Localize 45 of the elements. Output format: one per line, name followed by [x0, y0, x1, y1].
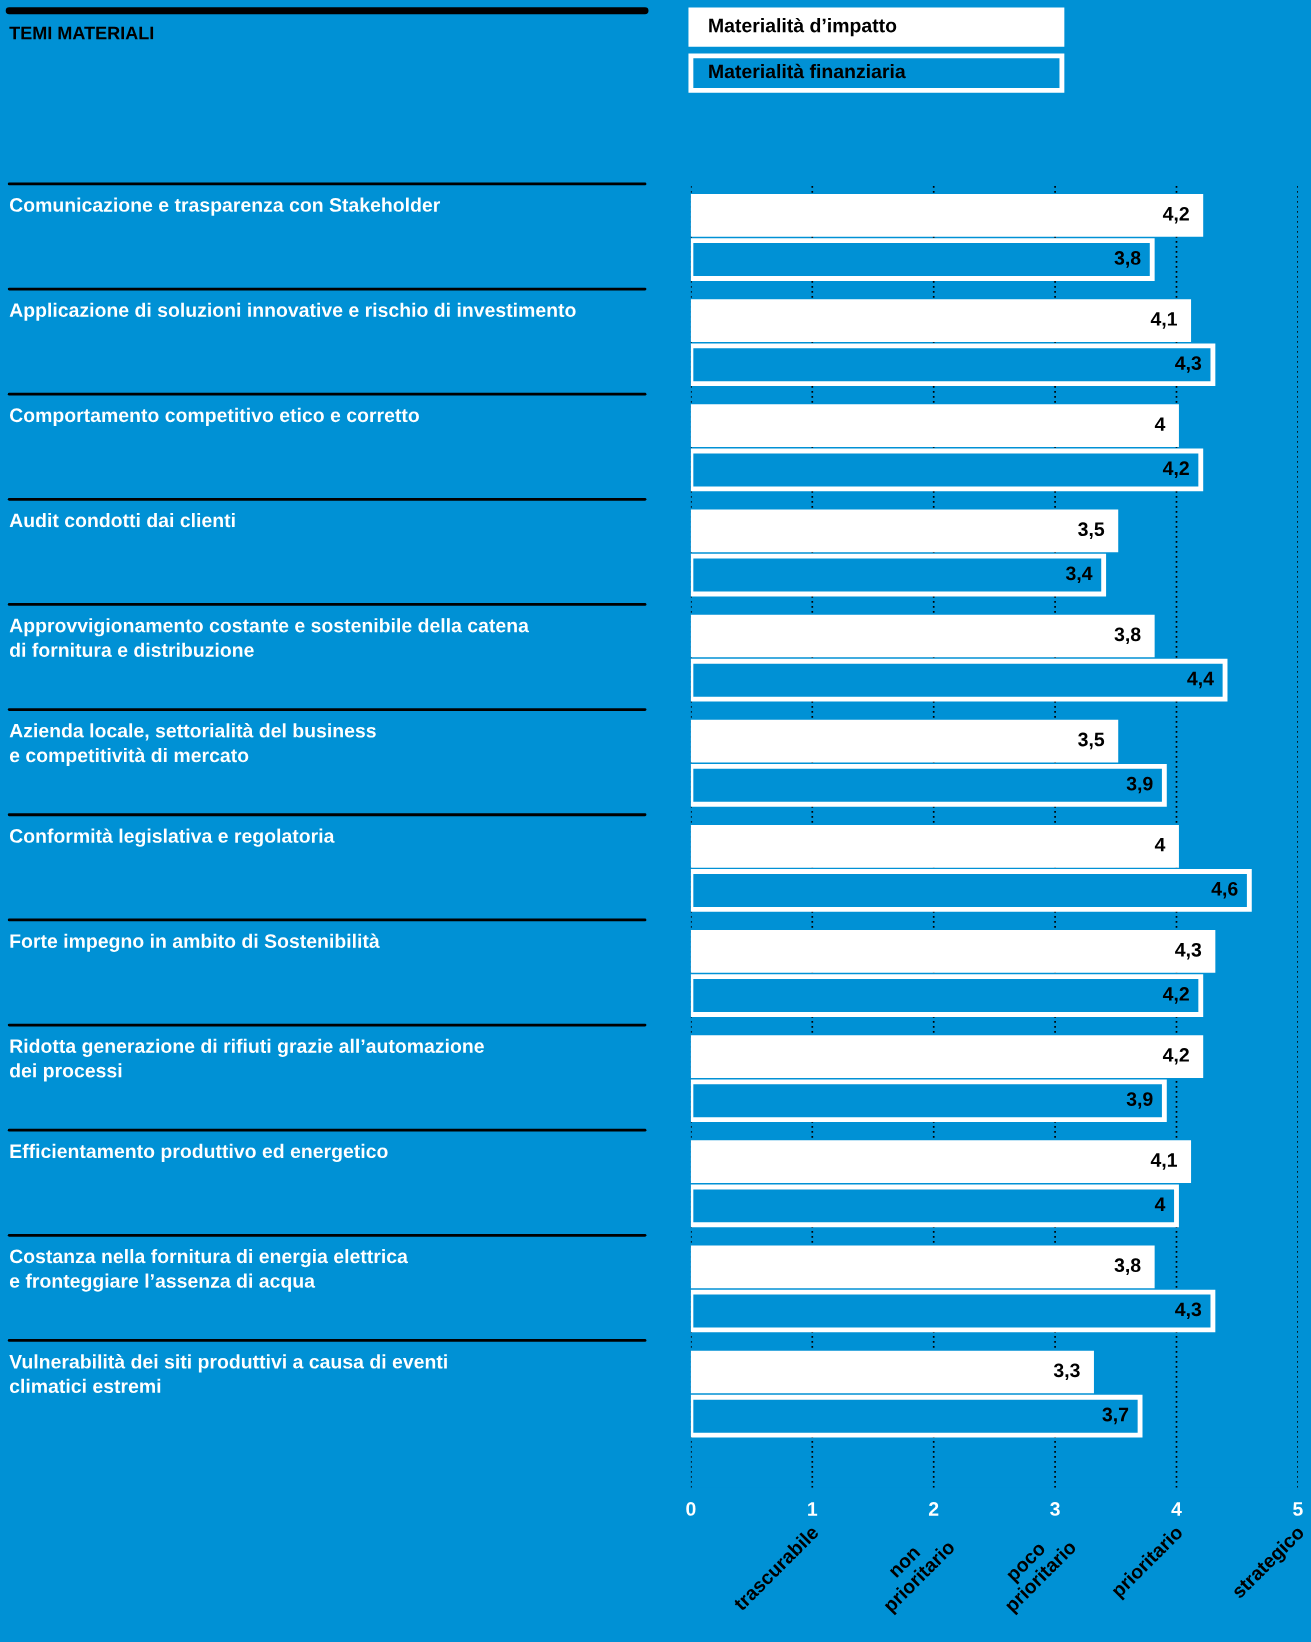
data-label: 4 [1154, 1197, 1166, 1211]
data-label: 4,2 [1162, 987, 1189, 1004]
data-label: 3,8 [1114, 627, 1141, 645]
data-label: 4,2 [1162, 461, 1189, 478]
data-label: 4,2 [1162, 206, 1189, 224]
data-label: 3,3 [1053, 1363, 1080, 1381]
data-label: 4,4 [1187, 671, 1214, 689]
data-label: 4 [1154, 417, 1166, 431]
y-tick-label: Costanza nella fornitura di energia elettrica e fronteggiare l’assenza di acqua [9, 1248, 409, 1292]
data-label: 3,5 [1078, 522, 1105, 539]
data-label: 3,9 [1126, 776, 1153, 794]
y-tick-label: Ridotta generazione di rifiuti grazie all’automazione dei processi [9, 1038, 484, 1082]
data-label: 4,3 [1175, 356, 1202, 373]
y-tick-label: Applicazione di soluzioni innovative e rischio di investimento [9, 302, 576, 321]
data-label: 4,1 [1150, 1153, 1177, 1170]
text: TEMI MATERIALI [9, 26, 154, 40]
y-tick-label: Vulnerabilità dei siti produttivi a causa di eventi climatici estremi [9, 1354, 447, 1394]
x-tick-label: 1 [808, 1502, 818, 1516]
y-tick-label: Azienda locale, settorialità del business e competitività di mercato [9, 723, 376, 767]
x-tick-label: 5 [1293, 1502, 1303, 1516]
data-label: 4,3 [1175, 942, 1202, 960]
y-tick-label: Forte impegno in ambito di Sostenibilità [10, 933, 380, 952]
data-label: 3,4 [1065, 566, 1093, 584]
y-tick-label: Comunicazione e trasparenza con Stakeholder [9, 197, 441, 216]
data-label: 3,8 [1114, 251, 1141, 268]
data-label: 4 [1154, 837, 1166, 852]
x-tick-label: 3 [1050, 1502, 1060, 1516]
data-label: 3,9 [1126, 1092, 1153, 1109]
data-label: 3,7 [1102, 1407, 1129, 1425]
data-label: 3,8 [1114, 1258, 1141, 1275]
x-tick-label: 2 [928, 1502, 939, 1516]
y-tick-label: Approvvigionamento costante e sostenibile della catena di fornitura e distribuzione [9, 618, 530, 657]
y-tick-label: Comportamento competitivo etico e corretto [9, 407, 419, 426]
y-tick-label: Audit condotti dai clienti [9, 513, 235, 528]
text: Materialità finanziaria [709, 63, 906, 79]
text: Materialità d’impatto [709, 17, 897, 37]
data-label: 4,2 [1162, 1048, 1189, 1065]
x-tick-label: 4 [1171, 1502, 1182, 1516]
y-tick-label: Efficientamento produttivo ed energetico [10, 1143, 388, 1163]
data-label: 3,5 [1078, 732, 1105, 750]
x-tick-label: 0 [686, 1502, 696, 1516]
data-label: 4,6 [1211, 881, 1238, 899]
y-tick-label: Conformità legislativa e regolatoria [9, 828, 335, 847]
data-label: 4,1 [1150, 312, 1177, 329]
data-label: 4,3 [1175, 1302, 1202, 1320]
